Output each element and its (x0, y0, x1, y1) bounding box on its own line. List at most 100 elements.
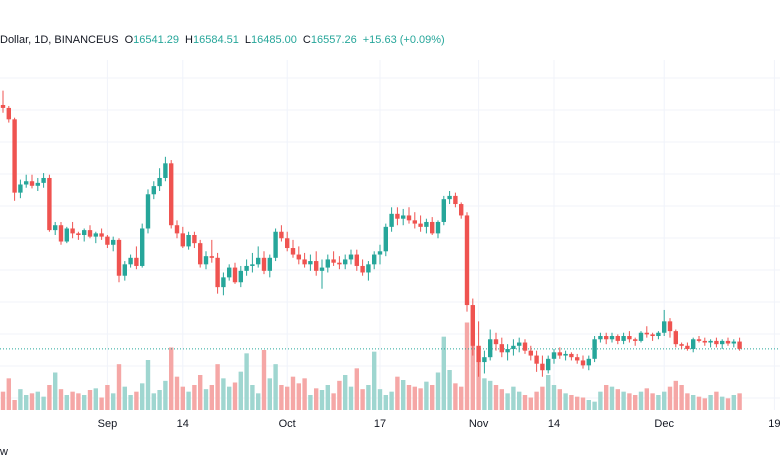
volume-bar (53, 372, 58, 410)
candle-body (209, 256, 214, 258)
open-value: 16541.29 (133, 34, 180, 46)
candle-body (679, 344, 684, 346)
volume-bar (696, 396, 702, 410)
volume-bar (534, 391, 539, 410)
volume-bar (174, 376, 180, 410)
x-tick-label: Oct (279, 418, 296, 430)
volume-bar (111, 393, 116, 410)
candle-body (377, 251, 383, 255)
volume-bar (725, 398, 731, 410)
candle-body (285, 238, 290, 249)
volume-bar (319, 390, 325, 410)
candle-body (424, 221, 429, 227)
volume-bar (215, 364, 220, 410)
volume-bar (528, 397, 533, 410)
candle-body (522, 342, 528, 351)
candle-body (464, 215, 470, 306)
volume-bar (41, 396, 46, 410)
candle-body (93, 233, 98, 237)
candle-body (714, 340, 719, 345)
volume-bar (273, 364, 278, 410)
volume-bar (87, 390, 93, 410)
candle-body (273, 231, 278, 258)
candle-body (169, 163, 174, 226)
volume-bar (499, 389, 504, 410)
candle-body (499, 344, 504, 353)
close-value: 16557.26 (310, 34, 357, 46)
candle-body (203, 256, 209, 265)
volume-bar (128, 395, 133, 410)
candle-body (111, 239, 116, 245)
candle-body (459, 204, 464, 216)
candle-body (702, 340, 707, 343)
volume-bar (644, 388, 649, 410)
candle-body (418, 223, 423, 227)
candle-body (343, 259, 348, 265)
candle-body (151, 186, 156, 195)
volume-bar (70, 391, 75, 410)
candle-body (650, 334, 655, 337)
candle-body (308, 261, 313, 265)
candle-body (232, 267, 238, 283)
volume-bar (331, 393, 336, 410)
volume-bar (383, 395, 388, 410)
candle-body (221, 277, 226, 288)
candle-body (64, 228, 69, 242)
volume-bar (348, 386, 354, 410)
volume-bar (343, 375, 348, 410)
candle-body (685, 345, 690, 350)
volume-bar (679, 385, 684, 410)
candle-body (389, 213, 394, 227)
volume-bar (731, 395, 736, 410)
candle-body (70, 228, 75, 234)
volume-bar (372, 351, 377, 410)
volume-bar (169, 347, 174, 410)
candle-body (157, 177, 162, 187)
x-tick-label: 19 (768, 418, 780, 430)
close-key: C (302, 34, 311, 46)
low-value: 16485.00 (251, 34, 297, 46)
candle-body (372, 254, 377, 265)
candle-body (354, 254, 359, 266)
candle-body (598, 336, 603, 340)
volume-bar (24, 395, 29, 410)
volume-bar (76, 393, 81, 410)
volume-bar (714, 391, 719, 410)
candle-body (279, 231, 284, 239)
tradingview-watermark: w (0, 446, 8, 458)
candle-body (29, 181, 35, 186)
candle-body (174, 225, 180, 234)
volume-bar (592, 401, 597, 410)
candle-body (401, 215, 406, 219)
candle-body (215, 257, 220, 288)
volume-bar (511, 386, 516, 410)
volume-bar (424, 381, 429, 410)
candle-body (192, 235, 197, 244)
volume-bar (435, 372, 441, 410)
candle-body (662, 321, 667, 333)
volume-bar (621, 391, 626, 410)
volume-bar (296, 383, 301, 410)
candle-body (319, 267, 325, 271)
volume-bar (360, 389, 365, 410)
volume-bar (140, 383, 145, 410)
volume-bar (418, 388, 423, 410)
volume-bar (447, 370, 452, 410)
candle-body (551, 352, 557, 359)
candle-body (482, 357, 487, 363)
volume-bar (569, 395, 574, 410)
volume-bar (615, 389, 620, 410)
candle-body (302, 259, 307, 265)
candle-body (250, 264, 255, 266)
volume-bar (116, 364, 122, 410)
candle-body (540, 363, 545, 371)
symbol-label: Dollar, 1D, BINANCEUS (0, 34, 119, 46)
volume-bar (557, 389, 562, 410)
candle-body (633, 339, 638, 341)
volume-bar (517, 391, 522, 410)
high-key: H (185, 34, 193, 46)
volume-bar (279, 385, 284, 410)
candle-body (163, 163, 168, 178)
candle-body (140, 228, 145, 266)
